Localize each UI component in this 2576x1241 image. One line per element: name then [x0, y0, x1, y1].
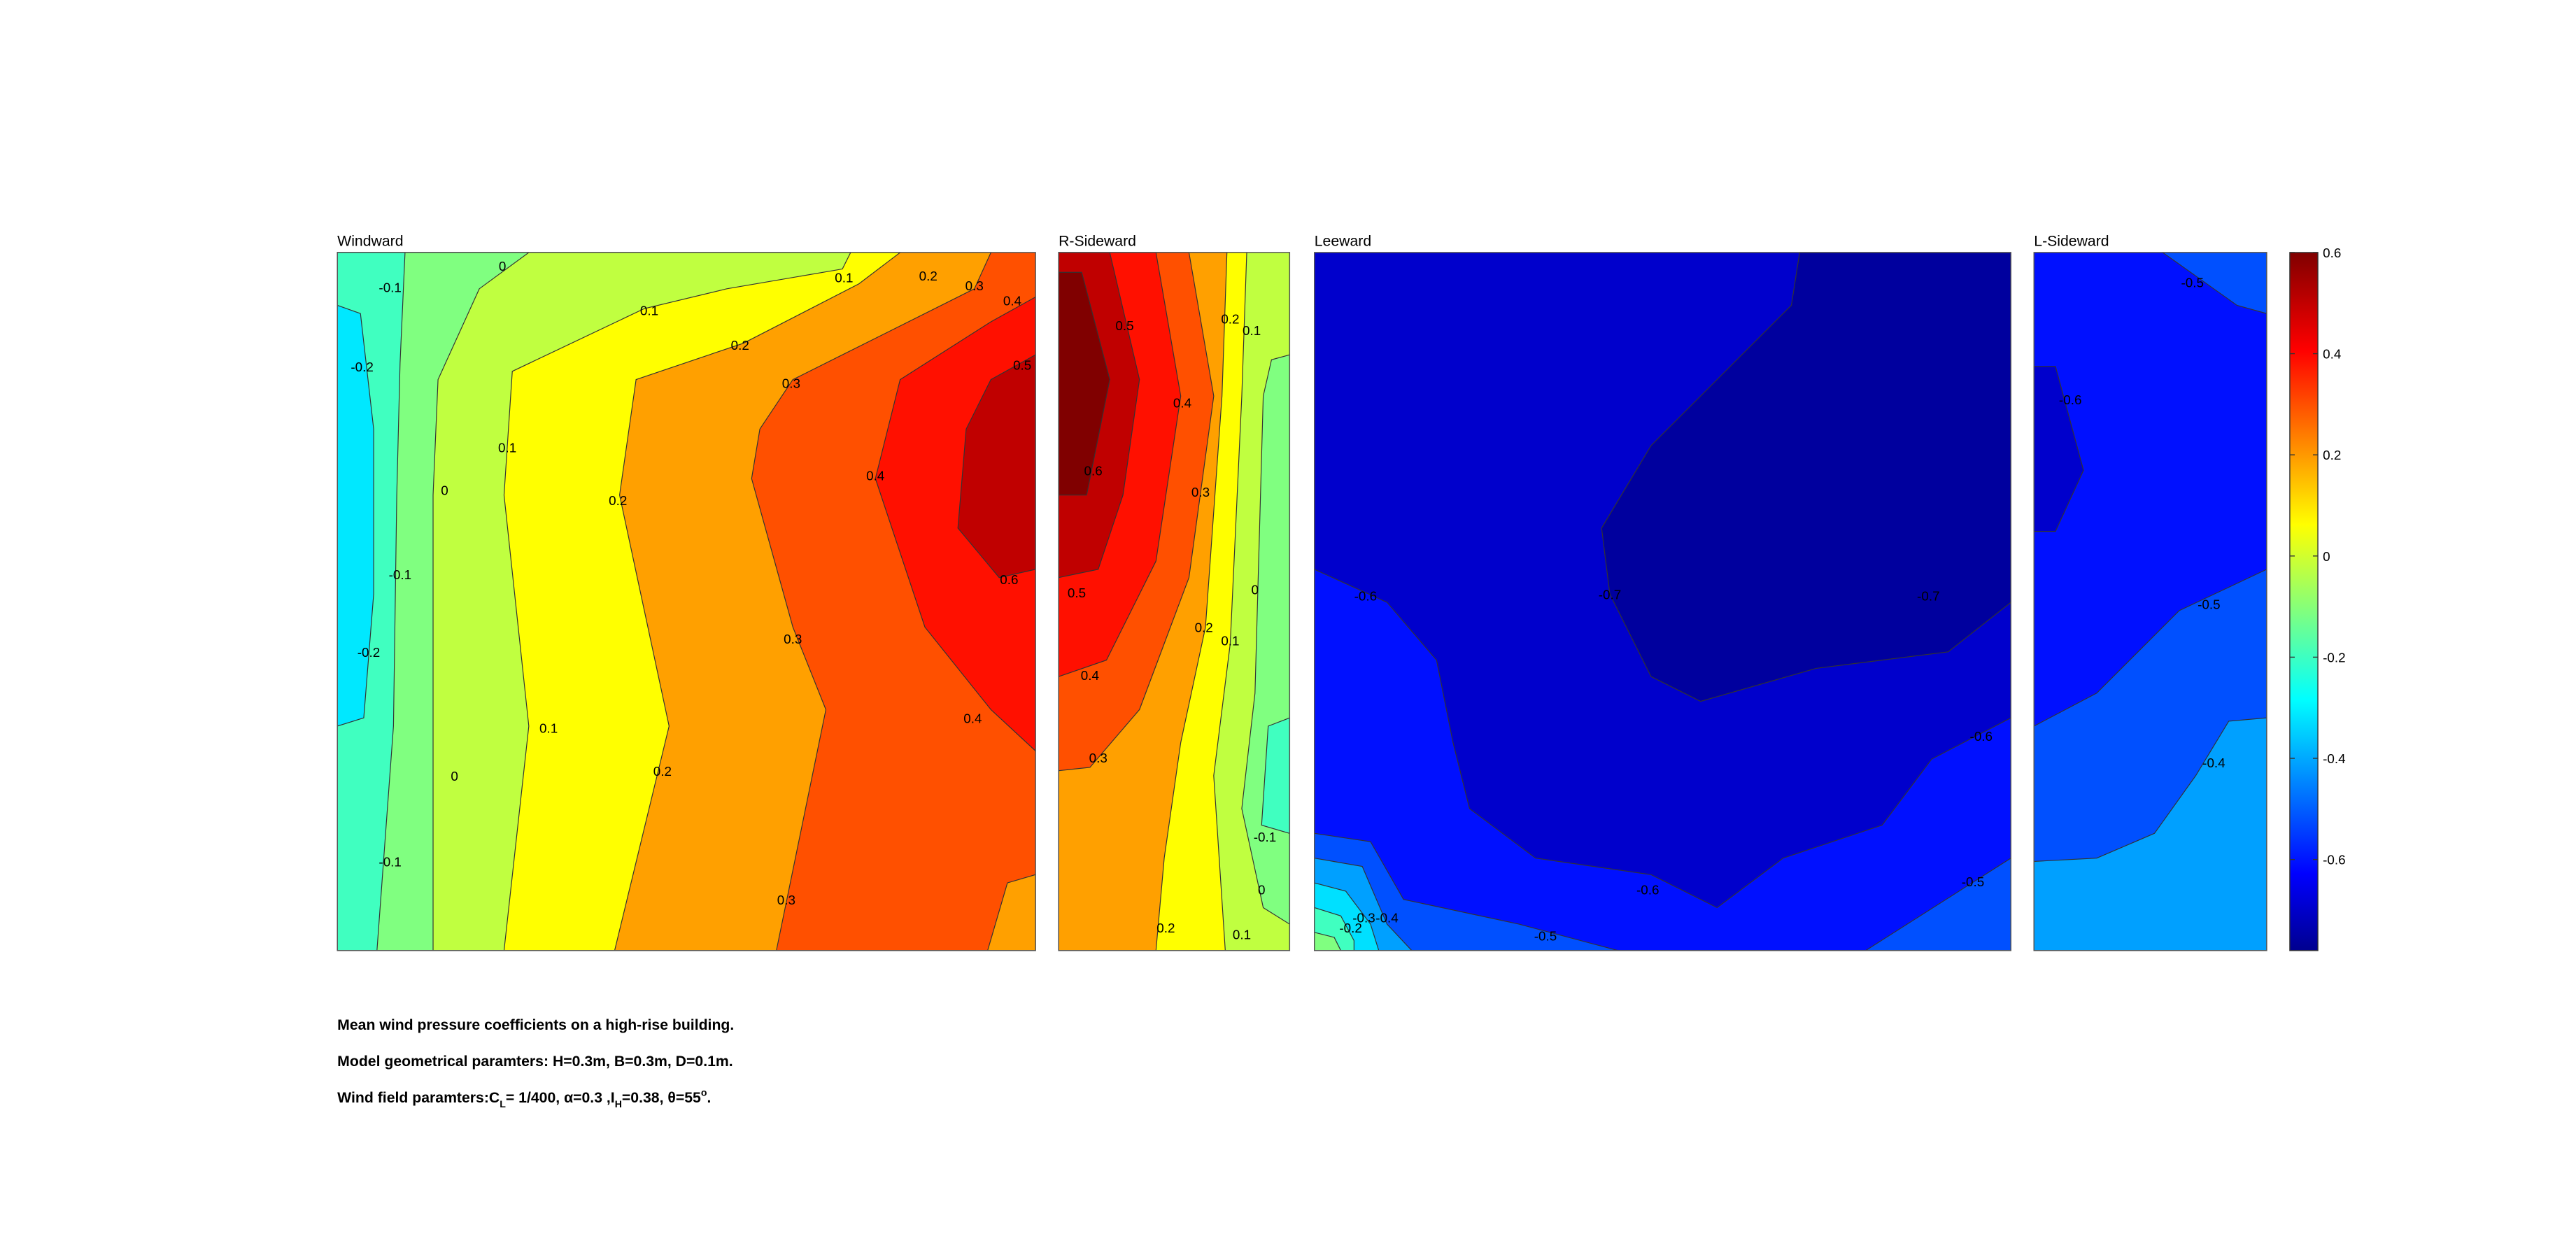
- contour-label: -0.4: [1375, 911, 1399, 926]
- contour-label: -0.6: [2059, 392, 2082, 407]
- panel-frame: [1314, 252, 2011, 951]
- contour-label: -0.6: [1636, 883, 1659, 898]
- contour-label: 0.1: [498, 440, 516, 455]
- caption-part: =0.38, θ=55: [622, 1090, 701, 1106]
- contour-label: -0.1: [1254, 830, 1277, 844]
- colorbar-tick-label: -0.6: [2323, 853, 2346, 867]
- contour-label: 0.4: [1173, 396, 1191, 411]
- contour-label: 0.3: [1089, 751, 1107, 765]
- contour-label: 0: [1258, 883, 1265, 898]
- contour-label: 0.3: [782, 376, 800, 390]
- contour-label: 0.1: [539, 721, 558, 735]
- panel-title: L-Sideward: [2034, 233, 2109, 249]
- panel-title: R-Sideward: [1059, 233, 1136, 249]
- contour-label: 0: [499, 259, 507, 274]
- contour-label: -0.2: [351, 360, 373, 374]
- contour-label: 0.2: [653, 764, 672, 779]
- caption-line: Model geometrical paramters: H=0.3m, B=0…: [337, 1054, 733, 1070]
- contour-label: -0.7: [1599, 587, 1622, 602]
- contour-label: -0.5: [2198, 597, 2221, 611]
- contour-label: 0.1: [1243, 323, 1261, 338]
- contour-label: 0.3: [784, 632, 802, 646]
- contour-label: 0.4: [1081, 668, 1099, 683]
- panel-frame: [1058, 252, 1291, 951]
- contour-label: -0.2: [1339, 921, 1362, 935]
- panel-title: Leeward: [1315, 233, 1371, 249]
- contour-label: 0.5: [1013, 357, 1031, 372]
- contour-label: -0.6: [1354, 589, 1378, 604]
- colorbar-tick-label: 0.4: [2323, 347, 2341, 362]
- contour-label: -0.7: [1917, 589, 1940, 604]
- contour-label: -0.4: [2202, 756, 2225, 770]
- contour-label: -0.2: [358, 645, 381, 660]
- contour-label: 0.2: [919, 269, 937, 283]
- caption-subscript: L: [500, 1098, 506, 1109]
- contour-label: 0.2: [1195, 620, 1213, 635]
- contour-label: 0.5: [1115, 318, 1133, 333]
- contour-label: 0: [451, 769, 458, 783]
- contour-label: -0.3: [1352, 911, 1375, 926]
- contour-label: 0: [1252, 582, 1259, 597]
- contour-label: -0.5: [2181, 275, 2205, 290]
- contour-label: -0.1: [389, 567, 412, 582]
- contour-label: 0.1: [1221, 633, 1239, 648]
- contour-label: 0: [441, 483, 448, 498]
- colorbar-tick-label: 0.6: [2323, 246, 2341, 260]
- contour-label: 0.4: [1003, 293, 1021, 308]
- panel-frame: [337, 252, 1036, 951]
- caption-part: .: [707, 1090, 712, 1106]
- caption-part: Wind field paramters:C: [337, 1090, 500, 1106]
- contour-label: 0.1: [640, 304, 658, 318]
- caption-line: Wind field paramters:CL= 1/400, α=0.3 ,I…: [337, 1086, 711, 1109]
- contour-label: 0.3: [777, 893, 795, 907]
- panel-frame: [2033, 252, 2267, 951]
- contour-label: 0.6: [1084, 463, 1103, 478]
- contour-label: -0.1: [378, 281, 402, 295]
- contour-label: 0.6: [1000, 572, 1018, 587]
- caption-subscript: H: [615, 1098, 622, 1109]
- colorbar-tick-label: -0.4: [2323, 751, 2346, 766]
- caption-line: Mean wind pressure coefficients on a hig…: [337, 1017, 734, 1033]
- contour-label: -0.5: [1534, 929, 1557, 944]
- contour-label: -0.6: [1970, 729, 1993, 744]
- contour-label: 0.3: [1191, 485, 1210, 499]
- colorbar: [2289, 252, 2319, 951]
- contour-label: 0.4: [963, 711, 982, 725]
- contour-label: 0.2: [731, 338, 749, 353]
- contour-label: 0.4: [866, 468, 884, 483]
- contour-label: 0.3: [965, 278, 984, 293]
- contour-label: 0.5: [1068, 586, 1086, 600]
- contour-label: 0.1: [1233, 927, 1251, 942]
- colorbar-tick-label: -0.2: [2323, 650, 2346, 665]
- contour-label: 0.2: [1221, 311, 1239, 326]
- caption-part: = 1/400, α=0.3 ,I: [506, 1090, 615, 1106]
- contour-label: -0.1: [378, 854, 402, 869]
- contour-label: 0.2: [1156, 921, 1175, 935]
- contour-label: 0.1: [835, 270, 853, 285]
- colorbar-tick-label: 0.2: [2323, 448, 2341, 462]
- caption-superscript: o: [701, 1086, 707, 1098]
- contour-label: 0.2: [609, 493, 627, 508]
- colorbar-tick-label: 0: [2323, 549, 2330, 564]
- panel-title: Windward: [337, 233, 403, 249]
- contour-label: -0.5: [1962, 874, 1984, 889]
